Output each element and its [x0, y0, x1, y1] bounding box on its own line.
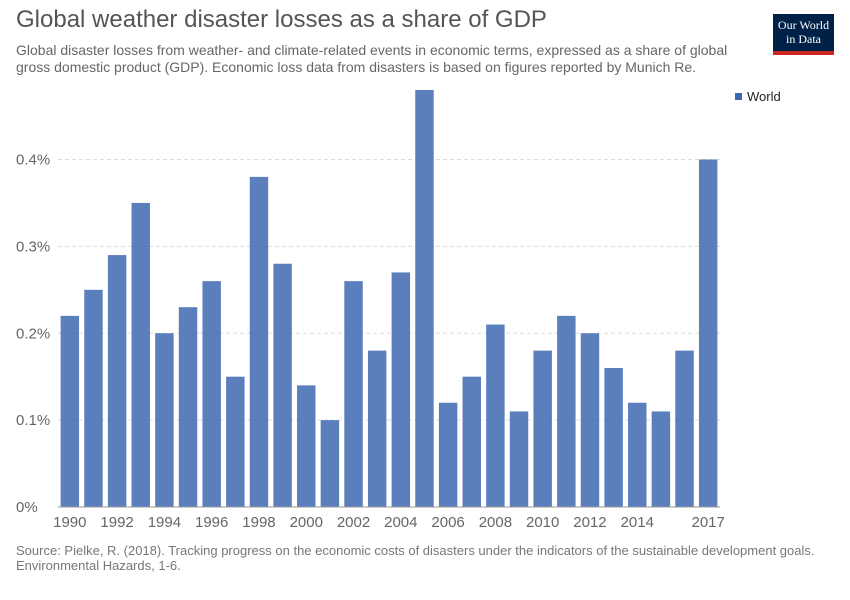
- bar-2012[interactable]: [580, 333, 600, 507]
- x-tick-label: 1998: [242, 514, 275, 531]
- owid-logo[interactable]: Our World in Data: [773, 14, 834, 51]
- bar-2014[interactable]: [628, 402, 647, 507]
- chart-title: Global weather disaster losses as a shar…: [16, 6, 547, 33]
- bar-1999[interactable]: [273, 263, 292, 507]
- x-tick-label: 2010: [526, 514, 559, 531]
- bar-2006[interactable]: [438, 402, 458, 507]
- logo-accent-bar: [773, 51, 834, 55]
- x-tick-label: 1990: [53, 514, 86, 531]
- bar-2001[interactable]: [320, 420, 340, 507]
- legend[interactable]: World: [735, 89, 781, 104]
- bar-2003[interactable]: [367, 350, 387, 507]
- y-tick-label: 0.4%: [16, 152, 50, 169]
- legend-swatch-world: [735, 93, 742, 100]
- bar-1990[interactable]: [60, 315, 80, 507]
- bar-2011[interactable]: [557, 315, 576, 507]
- bar-2000[interactable]: [297, 385, 316, 507]
- y-tick-label: 0.3%: [16, 238, 50, 255]
- logo-line-2: in Data: [786, 32, 821, 46]
- x-tick-label: 2014: [621, 514, 654, 531]
- bar-2017[interactable]: [698, 159, 718, 508]
- x-tick-label: 2004: [384, 514, 417, 531]
- x-tick-label: 2006: [431, 514, 464, 531]
- bar-2008[interactable]: [486, 324, 505, 507]
- bar-2015[interactable]: [651, 411, 671, 507]
- y-tick-label: 0%: [16, 499, 38, 516]
- x-tick-label: 2017: [691, 514, 724, 531]
- legend-label-world: World: [747, 89, 781, 104]
- x-tick-label: 1992: [100, 514, 133, 531]
- bar-2010[interactable]: [533, 350, 552, 507]
- bars: [60, 90, 718, 508]
- bar-1991[interactable]: [84, 289, 103, 507]
- gridlines: [58, 159, 720, 421]
- bar-1992[interactable]: [107, 255, 127, 507]
- x-tick-label: 2008: [479, 514, 512, 531]
- x-tick-label: 2000: [290, 514, 323, 531]
- axes: 0% 0.1% 0.2% 0.3% 0.4% 1990 1992 1994 1996 1998 20…: [16, 152, 725, 532]
- bar-2016[interactable]: [675, 350, 694, 507]
- bar-2002[interactable]: [344, 281, 363, 507]
- bar-2005[interactable]: [415, 90, 434, 507]
- bar-1996[interactable]: [202, 281, 221, 507]
- bar-1994[interactable]: [155, 333, 174, 507]
- bar-1995[interactable]: [178, 307, 198, 507]
- source-note: Source: Pielke, R. (2018). Tracking prog…: [16, 543, 815, 573]
- x-tick-label: 2012: [573, 514, 606, 531]
- bar-2004[interactable]: [391, 272, 411, 507]
- y-tick-label: 0.1%: [16, 412, 50, 429]
- logo-line-1: Our World: [777, 18, 830, 32]
- bar-1997[interactable]: [226, 376, 245, 507]
- bar-1993[interactable]: [131, 202, 150, 507]
- y-tick-label: 0.2%: [16, 325, 50, 342]
- x-tick-label: 1996: [195, 514, 228, 531]
- x-tick-label: 2002: [337, 514, 370, 531]
- bar-1998[interactable]: [249, 176, 269, 507]
- chart-subtitle: Global disaster losses from weather- and…: [16, 42, 728, 75]
- x-tick-label: 1994: [148, 514, 181, 531]
- bar-2013[interactable]: [604, 368, 623, 507]
- bar-2007[interactable]: [462, 376, 481, 507]
- bar-2009[interactable]: [509, 411, 529, 507]
